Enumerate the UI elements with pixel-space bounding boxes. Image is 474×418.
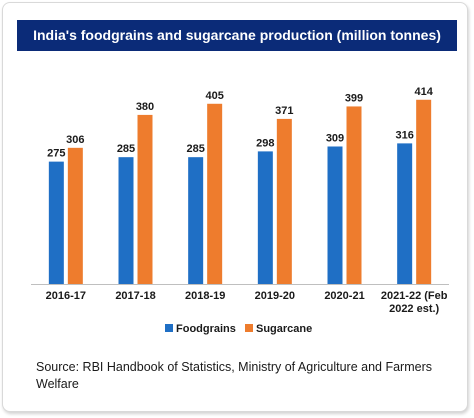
category-label-5: 2020-21 xyxy=(324,290,364,302)
data-label-sugarcane-4: 371 xyxy=(275,105,293,117)
legend-swatch-sugarcane xyxy=(245,324,253,332)
data-label-foodgrains-2: 285 xyxy=(117,143,135,155)
category-label-1: 2016-17 xyxy=(46,290,86,302)
bar-foodgrains-5 xyxy=(327,146,343,284)
chart-card: India's foodgrains and sugarcane product… xyxy=(2,2,468,412)
bar-foodgrains-3 xyxy=(188,157,204,284)
category-label-4: 2019-20 xyxy=(255,290,295,302)
bar-sugarcane-1 xyxy=(67,147,83,284)
bar-sugarcane-6 xyxy=(416,99,432,285)
bar-foodgrains-4 xyxy=(257,151,273,284)
data-label-sugarcane-6: 414 xyxy=(414,86,433,98)
data-label-foodgrains-4: 298 xyxy=(256,137,274,149)
legend-label-sugarcane: Sugarcane xyxy=(256,323,312,335)
data-label-sugarcane-2: 380 xyxy=(136,101,154,113)
data-label-foodgrains-6: 316 xyxy=(395,129,413,141)
bar-foodgrains-2 xyxy=(118,157,134,284)
bar-sugarcane-2 xyxy=(137,114,153,285)
data-label-foodgrains-3: 285 xyxy=(186,143,204,155)
source-note: Source: RBI Handbook of Statistics, Mini… xyxy=(36,360,432,391)
category-label-3: 2018-19 xyxy=(185,290,225,302)
category-label-6: 2021-22 (Feb 2022 est.) xyxy=(381,290,448,315)
legend-swatch-foodgrains xyxy=(165,324,173,332)
bar-sugarcane-3 xyxy=(207,103,223,285)
data-label-sugarcane-5: 399 xyxy=(345,92,363,104)
data-label-sugarcane-3: 405 xyxy=(205,90,223,102)
data-label-foodgrains-1: 275 xyxy=(47,148,65,160)
data-label-foodgrains-5: 309 xyxy=(326,132,344,144)
bar-foodgrains-1 xyxy=(48,161,64,284)
chart-title: India's foodgrains and sugarcane product… xyxy=(17,20,457,51)
data-label-sugarcane-1: 306 xyxy=(66,134,84,146)
legend-label-foodgrains: Foodgrains xyxy=(176,323,236,335)
bar-sugarcane-5 xyxy=(346,106,362,284)
bar-foodgrains-6 xyxy=(397,143,413,284)
bar-sugarcane-4 xyxy=(276,118,292,284)
category-label-2: 2017-18 xyxy=(115,290,155,302)
